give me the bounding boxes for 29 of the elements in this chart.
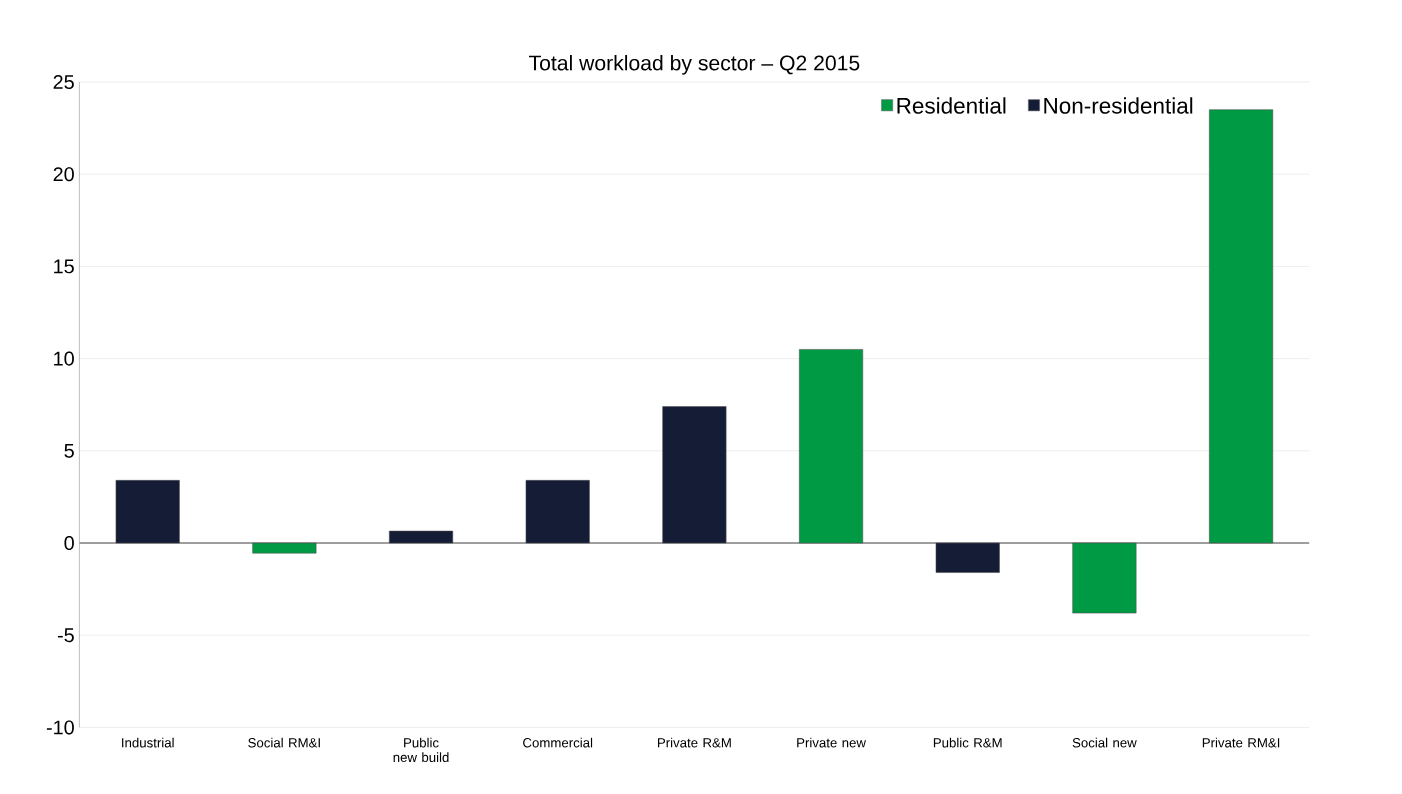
legend-label: Non-residential — [1044, 97, 1193, 114]
chart-title: Total workload by sector – Q2 2015 — [529, 55, 860, 75]
y-tick-label: 0 — [64, 536, 74, 551]
y-tick-label: -10 — [46, 720, 74, 735]
bar — [389, 530, 454, 544]
x-tick-label: Public new build — [393, 737, 449, 763]
y-tick-label: 20 — [53, 167, 74, 182]
y-tick-label: 5 — [64, 444, 74, 458]
x-tick-label: Industrial — [122, 737, 174, 748]
bar — [799, 349, 864, 544]
bar — [1072, 542, 1137, 614]
x-tick-label: Social RM&I — [248, 737, 320, 748]
x-tick-label: Private new — [797, 737, 866, 748]
y-tick-label: 15 — [54, 259, 74, 274]
bar — [115, 480, 180, 544]
bar — [1209, 109, 1274, 544]
x-tick-label: Private RM&I — [1202, 737, 1280, 748]
x-tick-label: Commercial — [523, 737, 593, 748]
x-tick-label: Public R&M — [933, 737, 1002, 748]
bar — [662, 406, 727, 544]
y-tick-label: -5 — [57, 628, 74, 643]
x-tick-label: Social new — [1072, 737, 1137, 748]
y-tick-label: 10 — [54, 351, 74, 366]
bar — [935, 542, 1000, 574]
y-tick-label: 25 — [53, 75, 74, 90]
legend-label: Residential — [897, 97, 1006, 114]
bar — [252, 542, 317, 554]
x-tick-label: Private R&M — [657, 737, 731, 748]
bar — [525, 480, 590, 544]
